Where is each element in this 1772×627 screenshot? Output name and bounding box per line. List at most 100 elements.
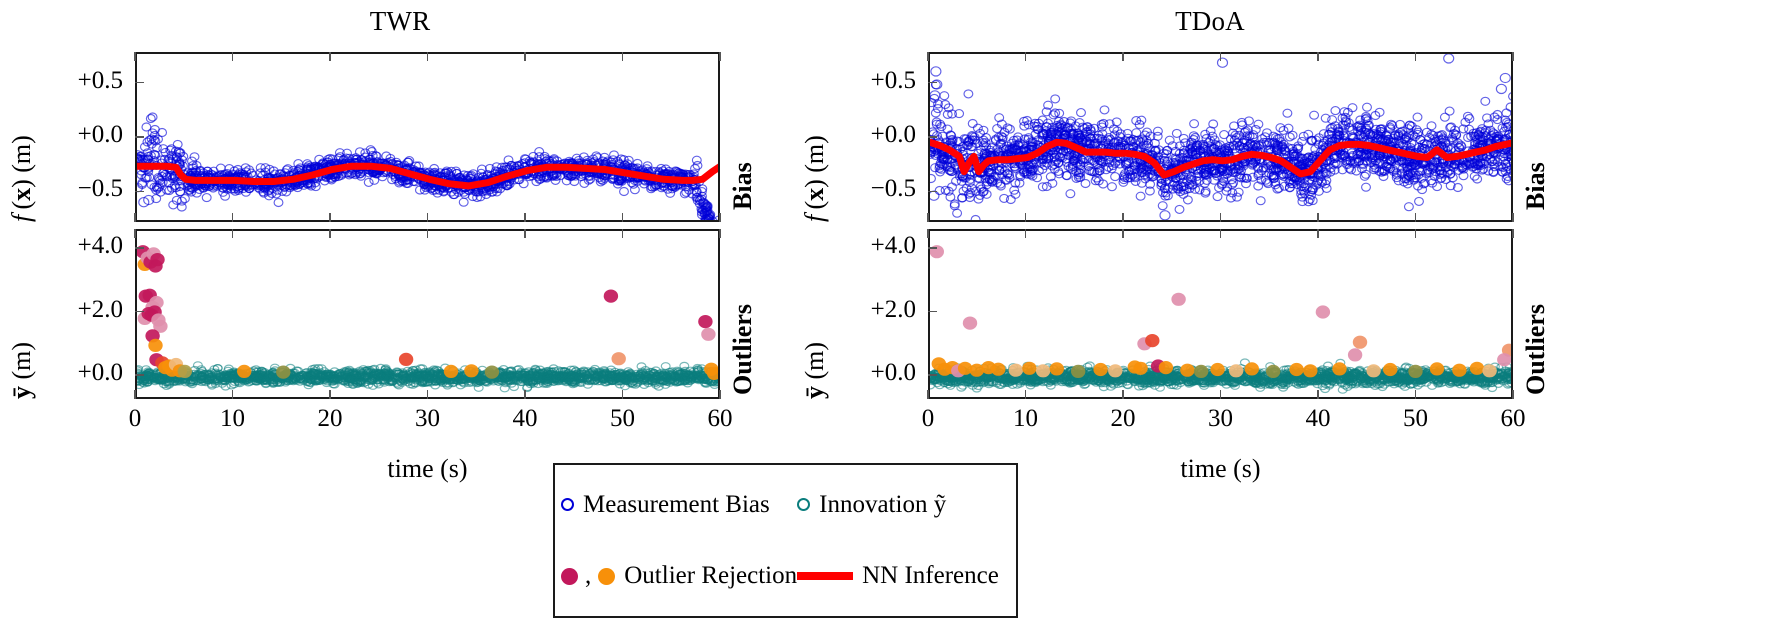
y-tick-twr-bot-2 <box>135 374 144 376</box>
legend-label: Innovation ỹ <box>819 490 947 518</box>
x-tick-tdoa-2 <box>1122 229 1124 238</box>
row-label-tdoa-bias: Bias <box>1521 162 1550 210</box>
x-tick-label-twr-6: 60 <box>707 405 733 432</box>
y-tick-twr-top-2 <box>135 190 144 193</box>
x-tick-twr-6 <box>719 390 721 399</box>
y-axis-title-twr-top: f (x) (m) <box>7 135 36 222</box>
x-tick-label-twr-3: 30 <box>415 405 440 432</box>
y-tick-label-tdoa-top-1: +0.0 <box>870 121 916 148</box>
x-axis-title-tdoa: time (s) <box>1180 454 1261 483</box>
x-tick-twr-4 <box>524 52 526 61</box>
x-tick-twr-1 <box>231 229 234 238</box>
x-tick-tdoa-6 <box>1512 229 1514 238</box>
x-tick-label-twr-2: 20 <box>317 405 343 432</box>
y-tick-label-tdoa-bot-1: +2.0 <box>870 295 916 323</box>
y-tick-label-twr-bot-2: +0.0 <box>77 359 123 387</box>
x-tick-twr-3 <box>426 213 429 222</box>
y-tick-label-tdoa-top-0: +0.5 <box>870 66 916 94</box>
y-tick-tdoa-bot-1 <box>928 310 937 313</box>
y-tick-label-tdoa-bot-0: +4.0 <box>870 232 916 260</box>
x-tick-label-tdoa-5: 50 <box>1403 405 1428 432</box>
x-tick-twr-5 <box>621 229 624 238</box>
legend-item-measurement-bias[interactable]: Measurement Bias <box>561 491 797 519</box>
x-tick-twr-1 <box>231 213 234 222</box>
x-tick-label-twr-5: 50 <box>610 405 635 432</box>
x-tick-tdoa-0 <box>927 390 929 399</box>
y-tick-label-tdoa-bot-2: +0.0 <box>870 359 916 387</box>
x-tick-tdoa-4 <box>1317 52 1319 61</box>
axes-tdoa-bias <box>928 52 1513 222</box>
plot-canvas-tdoa-bias <box>930 54 1511 220</box>
x-tick-label-twr-1: 10 <box>220 405 245 432</box>
x-tick-tdoa-0 <box>927 213 929 222</box>
plot-canvas-twr-bias <box>137 112 718 220</box>
x-tick-tdoa-6 <box>1512 52 1514 61</box>
x-tick-twr-4 <box>524 229 526 238</box>
y-tick-tdoa-bot-2 <box>928 374 937 376</box>
y-tick-twr-top-1 <box>135 136 144 138</box>
x-tick-tdoa-5 <box>1414 52 1417 61</box>
y-tick-label-twr-top-1: +0.0 <box>77 121 123 148</box>
x-tick-tdoa-4 <box>1317 390 1319 399</box>
x-tick-label-tdoa-2: 20 <box>1110 405 1136 432</box>
x-tick-twr-1 <box>231 390 234 399</box>
x-tick-tdoa-1 <box>1024 390 1027 399</box>
legend-label: NN Inference <box>862 562 999 590</box>
x-tick-tdoa-3 <box>1219 390 1222 399</box>
row-label-tdoa-outliers: Outliers <box>1521 304 1550 395</box>
x-tick-twr-6 <box>719 229 721 238</box>
x-tick-twr-4 <box>524 390 526 399</box>
x-tick-twr-4 <box>524 213 526 222</box>
y-axis-title-tdoa-bot: ȳ (m) <box>800 341 829 399</box>
x-tick-label-tdoa-0: 0 <box>921 405 935 432</box>
y-tick-tdoa-top-1 <box>928 136 937 138</box>
legend-item-nn-inference[interactable]: NN Inference <box>797 562 1010 590</box>
x-tick-twr-3 <box>426 52 429 61</box>
x-tick-tdoa-5 <box>1414 213 1417 222</box>
x-tick-tdoa-2 <box>1122 390 1124 399</box>
x-tick-label-twr-4: 40 <box>512 405 538 432</box>
axes-tdoa-outliers <box>928 229 1513 399</box>
y-tick-tdoa-top-2 <box>928 190 937 193</box>
x-tick-twr-2 <box>329 52 331 61</box>
x-tick-twr-0 <box>134 229 136 238</box>
x-tick-tdoa-6 <box>1512 390 1514 399</box>
filled-circle-icon <box>561 567 578 585</box>
x-tick-twr-3 <box>426 229 429 238</box>
legend-item-outlier-rejection[interactable]: , Outlier Rejection <box>561 562 797 590</box>
legend-item-innovation[interactable]: Innovation ỹ <box>797 491 1010 519</box>
x-tick-twr-2 <box>329 390 331 399</box>
x-tick-label-twr-0: 0 <box>128 405 142 432</box>
y-tick-twr-bot-1 <box>135 310 144 313</box>
y-tick-tdoa-top-0 <box>928 81 937 84</box>
legend-label: Measurement Bias <box>583 490 770 518</box>
x-tick-tdoa-1 <box>1024 229 1027 238</box>
line-swatch-icon <box>797 572 854 581</box>
x-tick-twr-5 <box>621 213 624 222</box>
y-tick-twr-bot-0 <box>135 247 144 249</box>
x-tick-label-tdoa-3: 30 <box>1208 405 1233 432</box>
x-tick-tdoa-2 <box>1122 52 1124 61</box>
panel-title-tdoa: TDoA <box>1175 6 1245 36</box>
x-tick-tdoa-6 <box>1512 213 1514 222</box>
x-tick-tdoa-1 <box>1024 213 1027 222</box>
x-tick-tdoa-5 <box>1414 229 1417 238</box>
y-tick-label-twr-top-2: −0.5 <box>77 175 123 203</box>
x-tick-twr-6 <box>719 213 721 222</box>
axes-twr-outliers <box>135 229 720 399</box>
x-tick-tdoa-2 <box>1122 213 1124 222</box>
y-tick-label-twr-bot-1: +2.0 <box>77 295 123 323</box>
x-tick-twr-3 <box>426 390 429 399</box>
x-tick-label-tdoa-4: 40 <box>1305 405 1331 432</box>
x-tick-tdoa-3 <box>1219 213 1222 222</box>
x-tick-twr-6 <box>719 52 721 61</box>
legend-box: Measurement Bias Innovation ỹ , Outlier… <box>553 463 1018 618</box>
y-axis-title-twr-bot: ȳ (m) <box>7 341 36 399</box>
row-label-twr-bias: Bias <box>728 162 757 210</box>
x-tick-tdoa-0 <box>927 229 929 238</box>
y-tick-tdoa-bot-0 <box>928 247 937 249</box>
open-circle-icon <box>561 498 574 512</box>
x-tick-tdoa-0 <box>927 52 929 61</box>
y-tick-label-twr-top-0: +0.5 <box>77 66 123 94</box>
